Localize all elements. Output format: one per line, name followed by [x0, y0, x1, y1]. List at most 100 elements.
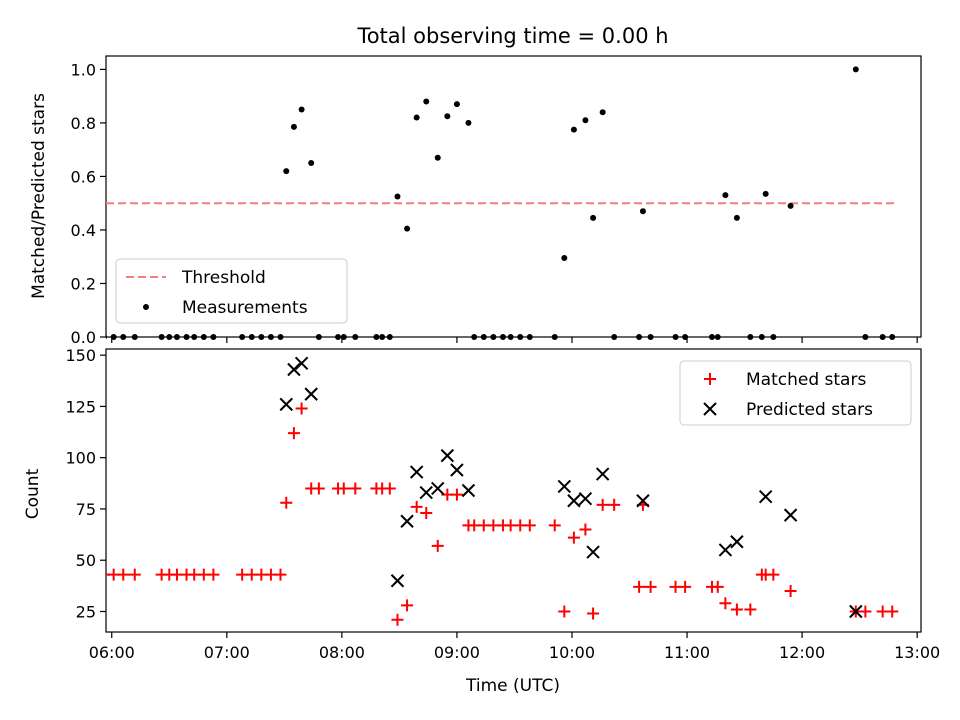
measurement-point — [889, 334, 896, 340]
predicted-star-point — [783, 508, 798, 522]
plot-frame — [105, 348, 922, 633]
matched-star-point — [744, 603, 757, 616]
legend-label: Matched stars — [746, 370, 866, 390]
marks-layer — [106, 356, 899, 626]
ratio-panel: 0.0 0.2 0.4 0.6 0.8 1.0 Threshold Measurements — [71, 55, 922, 347]
matched-star-point — [280, 496, 293, 509]
measurement-point — [131, 334, 138, 340]
matched-star-point — [608, 498, 621, 511]
legend-label: Measurements — [182, 298, 308, 318]
matched-star-point — [287, 427, 300, 440]
matched-star-point — [886, 605, 899, 618]
measurement-point — [335, 334, 342, 340]
predicted-star-point — [419, 485, 433, 500]
x-axis-label: Time (UTC) — [465, 676, 560, 696]
legend-label: Predicted stars — [746, 400, 873, 420]
predicted-star-point — [304, 387, 318, 401]
measurement-point — [517, 334, 524, 340]
matched-star-point — [450, 488, 463, 501]
y-tick-label: 50 — [76, 551, 96, 570]
marks-layer — [106, 66, 897, 340]
predicted-star-point — [409, 465, 424, 479]
matched-star-point — [337, 482, 350, 495]
measurement-point — [682, 334, 689, 340]
matched-star-point — [679, 580, 692, 593]
measurement-point — [879, 334, 886, 340]
measurement-point — [507, 334, 514, 340]
measurement-point — [373, 334, 380, 340]
x-tick-label: 12:00 — [779, 643, 825, 662]
measurement-point — [770, 334, 777, 340]
predicted-star-point — [636, 494, 650, 508]
x-tick-label: 11:00 — [664, 643, 710, 662]
predicted-star-point — [400, 514, 414, 528]
measurement-point — [672, 334, 679, 340]
measurement-point — [413, 114, 420, 121]
measurement-point — [200, 334, 207, 340]
measurement-point — [570, 126, 577, 133]
measurement-point — [379, 334, 386, 340]
matched-star-point — [117, 568, 130, 581]
predicted-star-point — [450, 463, 464, 477]
y-tick-label: 75 — [76, 500, 96, 519]
measurement-point — [714, 334, 721, 340]
measurement-point — [277, 334, 284, 340]
legend-predicted-swatch — [703, 402, 717, 416]
matched-star-point — [523, 519, 536, 532]
measurement-point — [434, 154, 441, 161]
measurement-point — [490, 334, 497, 340]
predicted-star-point — [287, 362, 301, 377]
measurement-point — [647, 334, 654, 340]
measurement-point — [561, 255, 568, 262]
matched-star-point — [410, 500, 423, 513]
y-tick-label: 0.6 — [71, 167, 96, 186]
predicted-star-point — [390, 574, 405, 588]
predicted-star-point — [730, 535, 744, 549]
x-tick-label: 08:00 — [319, 643, 365, 662]
y-tick-label: 125 — [65, 397, 96, 416]
matched-star-point — [567, 531, 580, 544]
legend-box — [115, 258, 348, 324]
y-tick-label: 100 — [65, 449, 96, 468]
predicted-star-point — [595, 467, 610, 481]
y-tick-label: 0.2 — [71, 274, 96, 293]
measurement-point — [106, 334, 108, 340]
predicted-star-point — [578, 491, 593, 506]
top-y-axis-label: Matched/Predicted stars — [29, 93, 49, 299]
measurement-point — [239, 334, 246, 340]
y-tick-label: 1.0 — [71, 60, 96, 79]
predicted-star-point — [557, 479, 572, 494]
matched-star-point — [420, 507, 433, 520]
measurement-point — [551, 334, 558, 340]
matched-star-point — [312, 482, 325, 495]
matched-star-point — [859, 605, 872, 618]
legend-measurement-swatch — [143, 304, 149, 310]
measurement-point — [453, 101, 460, 108]
y-tick-label: 0.0 — [71, 328, 96, 347]
predicted-star-point — [758, 489, 773, 504]
measurement-point — [386, 334, 393, 340]
y-tick-label: 25 — [76, 602, 96, 621]
x-tick-label: 09:00 — [434, 643, 480, 662]
measurement-point — [191, 334, 198, 340]
y-tick-label: 0.4 — [71, 221, 96, 240]
legend-matched-swatch — [704, 373, 716, 385]
measurement-point — [862, 334, 869, 340]
count-panel: 25 50 75 100 125 150 06:00 07:00 08:00 09:00 10:00… — [65, 346, 940, 662]
bottom-y-axis-label: Count — [23, 468, 43, 519]
predicted-star-point — [279, 397, 293, 412]
matched-star-point — [711, 580, 724, 593]
measurement-point — [394, 193, 401, 200]
y-tick-label: 0.8 — [71, 114, 96, 133]
measurement-point — [283, 168, 290, 175]
matched-star-point — [349, 482, 362, 495]
matched-star-point — [295, 402, 308, 415]
predicted-star-point — [718, 543, 733, 557]
measurement-point — [471, 334, 478, 340]
measurement-point — [639, 208, 646, 215]
measurement-point — [480, 334, 487, 340]
measurement-point — [762, 190, 769, 197]
predicted-star-point — [294, 356, 309, 371]
measurement-point — [722, 192, 729, 199]
matched-star-point — [767, 568, 780, 581]
